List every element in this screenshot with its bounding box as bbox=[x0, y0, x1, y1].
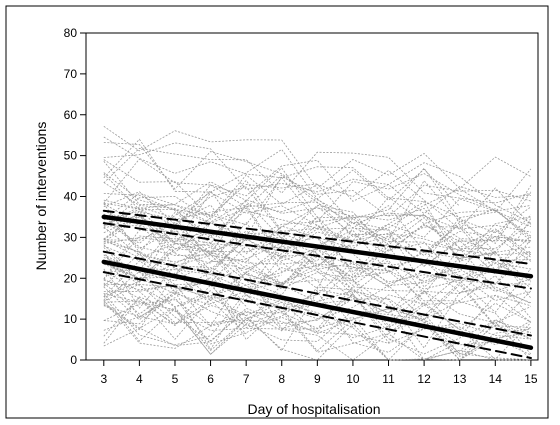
patient-line bbox=[103, 260, 532, 328]
patient-line bbox=[103, 299, 247, 335]
confidence-band-line-4 bbox=[102, 250, 532, 337]
patient-line bbox=[103, 267, 531, 331]
figure-frame bbox=[5, 5, 549, 419]
patient-line bbox=[103, 213, 532, 288]
y-tick-label: 80 bbox=[64, 26, 78, 40]
patient-line bbox=[103, 204, 531, 263]
patient-line bbox=[103, 142, 532, 224]
patient-line bbox=[103, 182, 532, 262]
x-tick-label: 3 bbox=[100, 372, 107, 386]
x-tick-label: 13 bbox=[453, 372, 467, 386]
patient-line bbox=[103, 184, 532, 238]
patient-line bbox=[103, 204, 532, 275]
fit-line-3 bbox=[101, 259, 534, 350]
patient-line bbox=[103, 295, 532, 361]
patient-line bbox=[103, 278, 532, 349]
patient-line bbox=[103, 191, 532, 244]
fit-line-0 bbox=[101, 214, 534, 279]
x-tick-label: 10 bbox=[346, 372, 360, 386]
confidence-band-line-2 bbox=[102, 222, 532, 290]
patient-line bbox=[103, 173, 532, 244]
patient-line bbox=[103, 210, 532, 270]
x-tick-label: 9 bbox=[314, 372, 321, 386]
patient-line bbox=[103, 254, 282, 308]
x-tick-label: 8 bbox=[278, 372, 285, 386]
patient-line bbox=[103, 226, 532, 287]
patient-line bbox=[103, 268, 532, 331]
patient-line bbox=[103, 261, 211, 306]
patient-line bbox=[103, 291, 532, 355]
y-tick-label: 20 bbox=[64, 271, 78, 285]
confidence-band-line-5 bbox=[102, 271, 532, 359]
confidence-band-line-1 bbox=[102, 209, 532, 265]
patient-line bbox=[103, 200, 531, 254]
x-tick-label: 15 bbox=[524, 372, 538, 386]
x-tick-label: 5 bbox=[172, 372, 179, 386]
patient-line bbox=[103, 291, 532, 360]
patient-line bbox=[103, 125, 532, 190]
patient-line bbox=[103, 167, 353, 219]
patient-line bbox=[103, 138, 460, 207]
patient-line bbox=[103, 208, 532, 276]
y-tick-label: 0 bbox=[70, 353, 77, 367]
patient-line bbox=[103, 159, 532, 230]
patient-line bbox=[103, 281, 532, 357]
patient-line bbox=[103, 158, 531, 215]
x-tick-label: 12 bbox=[417, 372, 431, 386]
model-fit-lines bbox=[101, 209, 534, 359]
patient-line bbox=[103, 202, 532, 265]
y-tick-label: 10 bbox=[64, 312, 78, 326]
y-axis-label: Number of interventions bbox=[33, 122, 49, 271]
patient-line bbox=[103, 297, 532, 346]
patient-line bbox=[103, 147, 532, 204]
y-tick-label: 50 bbox=[64, 149, 78, 163]
y-tick-label: 70 bbox=[64, 67, 78, 81]
x-tick-label: 7 bbox=[243, 372, 250, 386]
patient-line bbox=[103, 142, 532, 234]
patient-line bbox=[103, 302, 531, 347]
x-axis-ticks: 3 4 5 6 7 8 9 10 11 12 13 14 15 bbox=[100, 360, 538, 386]
y-tick-label: 30 bbox=[64, 230, 78, 244]
x-tick-label: 11 bbox=[382, 372, 395, 386]
x-tick-label: 4 bbox=[136, 372, 143, 386]
patient-line bbox=[103, 229, 532, 288]
patient-line bbox=[103, 299, 531, 361]
individual-patient-lines bbox=[103, 125, 532, 361]
patient-line bbox=[103, 270, 532, 329]
y-tick-label: 40 bbox=[64, 190, 78, 204]
patient-line bbox=[103, 286, 531, 361]
patient-line bbox=[103, 286, 532, 337]
patient-line bbox=[103, 221, 531, 272]
x-axis-label: Day of hospitalisation bbox=[247, 401, 380, 417]
patient-line bbox=[103, 224, 531, 288]
y-tick-label: 60 bbox=[64, 108, 78, 122]
patient-line bbox=[103, 290, 532, 344]
x-tick-label: 14 bbox=[489, 372, 503, 386]
patient-line bbox=[103, 235, 532, 289]
patient-line bbox=[103, 179, 532, 250]
x-tick-label: 6 bbox=[207, 372, 214, 386]
y-axis-ticks: 0 10 20 30 40 50 60 70 80 bbox=[64, 26, 86, 367]
patient-line bbox=[103, 160, 532, 237]
patient-line bbox=[103, 241, 425, 327]
patient-line bbox=[103, 206, 531, 273]
patient-line bbox=[103, 172, 531, 233]
patient-line bbox=[103, 283, 531, 361]
